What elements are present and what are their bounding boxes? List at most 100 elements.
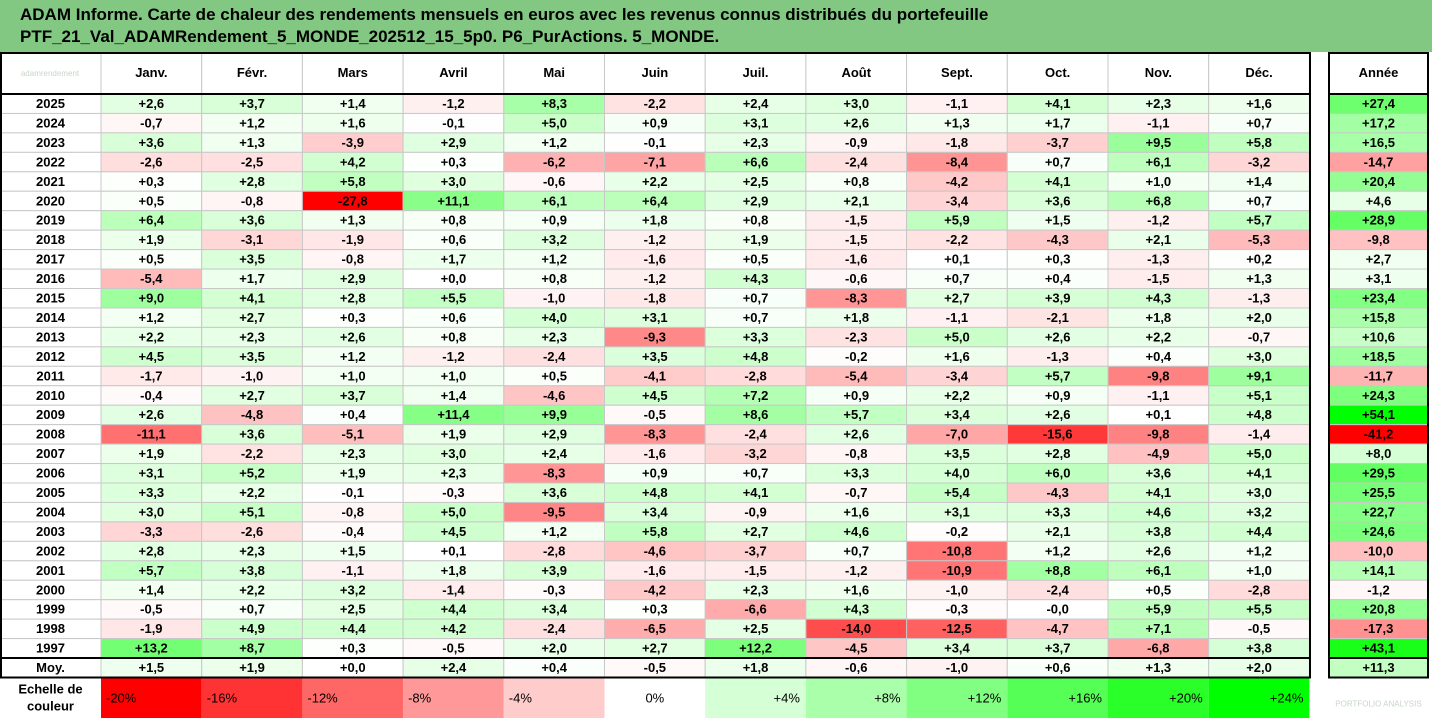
heatmap-cell-value: +1,2: [1045, 543, 1071, 558]
heatmap-cell-value: -2,5: [241, 154, 263, 169]
scale-stop-label: +12%: [968, 691, 1002, 706]
scale-swatch: [101, 678, 202, 718]
heatmap-cell-value: -2,2: [644, 96, 666, 111]
heatmap-cell-value: +5,9: [944, 213, 970, 228]
heatmap-cell-value: +5,7: [139, 563, 165, 578]
heatmap-cell-value: +4,2: [441, 621, 467, 636]
heatmap-cell-value: +2,8: [1045, 446, 1071, 461]
row-label: 2004: [36, 504, 66, 519]
heatmap-cell-value: -27,8: [338, 193, 368, 208]
heatmap-cell-value: -0,5: [442, 641, 464, 656]
heatmap-cell-value: -1,2: [442, 349, 464, 364]
heatmap-cell-value: +5,2: [239, 466, 265, 481]
row-label: 1998: [36, 621, 65, 636]
heatmap-cell-value: +5,0: [441, 504, 467, 519]
heatmap-cell-value: +2,3: [441, 466, 467, 481]
row-label: 2021: [36, 174, 65, 189]
heatmap-cell-value: -0,6: [845, 271, 867, 286]
heatmap-cell-value: +2,6: [1045, 407, 1071, 422]
scale-stop-label: -16%: [207, 691, 238, 706]
row-label: 2025: [36, 96, 65, 111]
heatmap-cell-value: +2,2: [239, 582, 265, 597]
heatmap-cell-value: +2,3: [1146, 96, 1172, 111]
scale-swatch: [906, 678, 1008, 718]
heatmap-cell-value: +6,8: [1146, 193, 1172, 208]
scale-swatch: [503, 678, 605, 718]
heatmap-cell-value: +3,9: [1045, 291, 1071, 306]
heatmap-cell-value: +2,2: [139, 329, 165, 344]
row-label: 2005: [36, 485, 65, 500]
heatmap-cell-value: +3,4: [944, 407, 970, 422]
heatmap-cell-value: +0,4: [1146, 349, 1172, 364]
heatmap-cell-value: +8,6: [743, 407, 769, 422]
heatmap-cell-value: +0,5: [541, 368, 567, 383]
heatmap-cell-value: +3,0: [139, 504, 165, 519]
heatmap-cell-value: +0,3: [340, 641, 366, 656]
heatmap-cell-value: +1,6: [843, 504, 869, 519]
heatmap-cell-value: +3,3: [843, 466, 869, 481]
heatmap-cell-value: +3,3: [1045, 504, 1071, 519]
heatmap-cell-value: +5,7: [1045, 368, 1071, 383]
year-header: Année: [1359, 65, 1399, 80]
heatmap-cell-value: +3,9: [541, 563, 567, 578]
heatmap-cell-value: +0,7: [944, 271, 970, 286]
heatmap-cell-value: +2,6: [340, 329, 366, 344]
heatmap-cell-value: +0,7: [1246, 193, 1272, 208]
heatmap-cell-value: -1,1: [1147, 388, 1169, 403]
heatmap-cell-value: +3,4: [541, 602, 567, 617]
heatmap-cell-value: -1,9: [140, 621, 162, 636]
column-header: Mars: [338, 65, 368, 80]
heatmap-cell-value: +3,4: [944, 641, 970, 656]
heatmap-cell-value: +1,2: [340, 349, 366, 364]
heatmap-cell-value: -4,9: [1147, 446, 1169, 461]
heatmap-cell-value: +2,5: [743, 174, 769, 189]
row-label: 2018: [36, 232, 65, 247]
year-total-value: +25,5: [1362, 485, 1395, 500]
year-total-value: +28,9: [1362, 213, 1395, 228]
heatmap-cell-value: +3,6: [239, 213, 265, 228]
scale-stop-label: +24%: [1270, 691, 1304, 706]
heatmap-cell-value: +2,6: [1146, 543, 1172, 558]
heatmap-cell-value: -6,2: [543, 154, 565, 169]
heatmap-cell-value: +0,3: [340, 310, 366, 325]
heatmap-cell-value: -1,1: [946, 310, 968, 325]
heatmap-cell-value: +9,9: [541, 407, 567, 422]
heatmap-cell-value: -0,2: [845, 349, 867, 364]
heatmap-cell-value: -0,4: [342, 524, 365, 539]
heatmap-cell-value: -1,4: [442, 582, 465, 597]
heatmap-cell-value: -2,4: [543, 349, 566, 364]
row-label: 2017: [36, 252, 65, 267]
heatmap-cell-value: +3,1: [743, 115, 769, 130]
heatmap-cell-value: +4,5: [642, 388, 668, 403]
year-grid-border: [1328, 52, 1429, 679]
heatmap-cell-value: +2,0: [541, 641, 567, 656]
heatmap-cell-value: -5,4: [845, 368, 868, 383]
heatmap-cell-value: +3,2: [1246, 504, 1272, 519]
heatmap-cell-value: +1,2: [139, 310, 165, 325]
heatmap-cell-value: +1,0: [441, 368, 467, 383]
heatmap-cell-value: +2,7: [743, 524, 769, 539]
heatmap-cell-value: +1,0: [1146, 174, 1172, 189]
row-label: 2009: [36, 407, 65, 422]
year-total-value: +23,4: [1362, 291, 1396, 306]
heatmap-cell-value: +4,0: [541, 310, 567, 325]
heatmap-cell-value: +3,1: [944, 504, 970, 519]
heatmap-cell-value: +2,3: [541, 329, 567, 344]
heatmap-cell-value: -4,6: [543, 388, 565, 403]
heatmap-cell-value: +0,7: [1045, 154, 1071, 169]
column-header: Janv.: [135, 65, 167, 80]
row-label: 2020: [36, 193, 65, 208]
heatmap-cell-value: -4,1: [644, 368, 666, 383]
heatmap-cell-value: +3,8: [1246, 641, 1272, 656]
heatmap-cell-value: +2,1: [843, 193, 869, 208]
heatmap-cell-value: +4,6: [843, 524, 869, 539]
year-total-value: -41,2: [1364, 427, 1394, 442]
heatmap-cell-value: +1,0: [1246, 563, 1272, 578]
scale-stop-label: -20%: [106, 691, 137, 706]
heatmap-cell-value: +4,8: [1246, 407, 1272, 422]
row-label: 2023: [36, 135, 65, 150]
heatmap-cell-value: -0,2: [946, 524, 968, 539]
heatmap-cell-value: +1,3: [1146, 660, 1172, 675]
heatmap-cell-value: +1,2: [1246, 543, 1272, 558]
heatmap-cell-value: +1,8: [1146, 310, 1172, 325]
